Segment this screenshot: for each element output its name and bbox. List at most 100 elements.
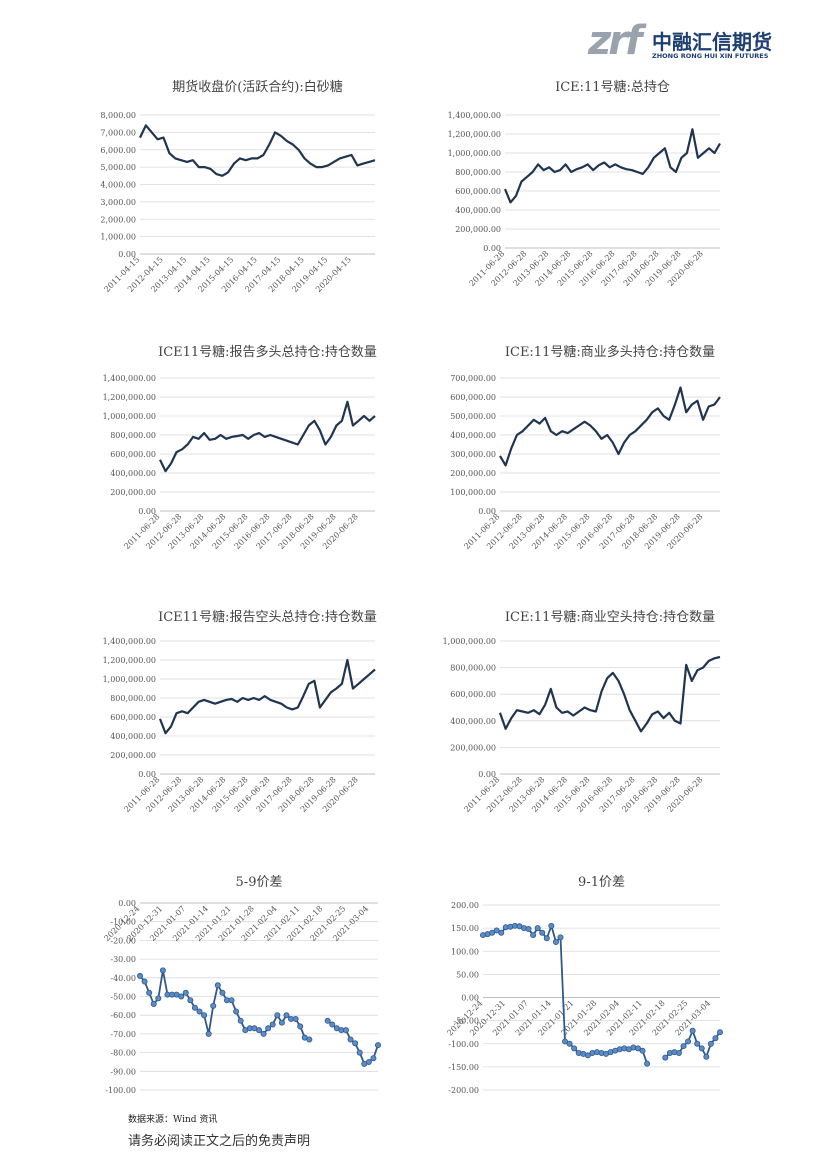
marker	[137, 972, 144, 979]
y-tick-label: 1,400,000.00	[448, 111, 501, 120]
y-tick-label: 0.00	[478, 770, 496, 779]
chart: 5-9价差 0.00 -10.00 -20.00 -30.00 -40.00 -50.00 -…	[102, 875, 381, 1095]
y-tick-label: 100.00	[451, 947, 479, 956]
marker	[370, 1055, 377, 1062]
y-tick-label: -30.00	[110, 955, 136, 964]
y-tick-label: -100.00	[105, 1086, 136, 1095]
marker	[716, 1029, 723, 1036]
y-tick-label: -50.00	[453, 1017, 479, 1026]
marker	[292, 1015, 299, 1022]
y-tick-label: 0.00	[461, 994, 479, 1003]
marker	[205, 1030, 212, 1037]
marker	[274, 1012, 281, 1019]
y-tick-label: 0.00	[118, 899, 136, 908]
y-tick-label: 0.00	[118, 250, 136, 259]
marker	[187, 997, 194, 1004]
chart-title: ICE:11号糖:商业空头持仓:持仓数量	[505, 609, 715, 625]
marker	[260, 1030, 267, 1037]
y-tick-label: 400,000.00	[455, 206, 501, 215]
chart: ICE11号糖:报告空头总持仓:持仓数量 0.00 200,000.00 400,00…	[103, 609, 377, 814]
marker	[210, 1002, 217, 1009]
y-tick-label: 800,000.00	[110, 431, 156, 440]
marker	[214, 982, 221, 989]
marker	[707, 1040, 714, 1047]
marker	[356, 1049, 363, 1056]
marker	[178, 993, 185, 1000]
company-name: 中融汇信期货	[652, 30, 772, 54]
marker	[155, 995, 162, 1002]
marker	[141, 978, 148, 985]
y-tick-label: 1,400,000.00	[103, 374, 156, 383]
marker	[342, 1027, 349, 1034]
marker	[297, 1023, 304, 1030]
marker	[489, 929, 496, 936]
line	[498, 655, 721, 733]
marker	[196, 1008, 203, 1015]
y-tick-label: 700,000.00	[450, 374, 496, 383]
marker	[352, 1040, 359, 1047]
marker	[530, 932, 537, 939]
y-tick-label: 0.00	[483, 244, 501, 253]
marker	[201, 1012, 208, 1019]
marker	[265, 1025, 272, 1032]
y-tick-label: 150.00	[451, 924, 479, 933]
chart: 9-1价差 200.00 150.00 100.00 50.00 0.00 -50.00 -1…	[445, 875, 723, 1095]
y-tick-label: 1,400,000.00	[103, 637, 156, 646]
y-tick-label: 0.00	[138, 507, 156, 516]
y-tick-label: 600,000.00	[450, 393, 496, 402]
marker	[525, 926, 532, 933]
marker	[685, 1038, 692, 1045]
marker	[644, 1060, 651, 1067]
marker	[219, 989, 226, 996]
marker	[712, 1035, 719, 1042]
marker	[675, 1049, 682, 1056]
logo-mark: zrf	[588, 18, 642, 64]
y-tick-label: 50.00	[456, 970, 479, 979]
y-tick-label: 200.00	[451, 901, 479, 910]
source-note: 数据来源：Wind 资讯	[128, 1115, 218, 1125]
y-tick-label: -200.00	[448, 1086, 479, 1095]
marker	[374, 1042, 381, 1049]
marker	[191, 1004, 198, 1011]
line	[159, 400, 376, 473]
y-tick-label: 800,000.00	[450, 664, 496, 673]
chart-title: ICE:11号糖:商业多头持仓:持仓数量	[505, 344, 715, 360]
marker	[255, 1027, 262, 1034]
marker	[493, 927, 500, 934]
chart-title: 期货收盘价(活跃合约):白砂糖	[172, 79, 343, 95]
line	[482, 924, 721, 1064]
y-tick-label: 1,000.00	[100, 233, 136, 242]
y-tick-label: -20.00	[110, 936, 136, 945]
line	[499, 386, 721, 467]
marker	[566, 1040, 573, 1047]
chart: 期货收盘价(活跃合约):白砂糖 0.00 1,000.00 2,000.00 3,000…	[100, 79, 376, 294]
y-tick-label: 100,000.00	[450, 488, 496, 497]
chart-title: ICE11号糖:报告空头总持仓:持仓数量	[158, 609, 377, 625]
y-tick-label: 400,000.00	[110, 732, 156, 741]
marker	[562, 1038, 569, 1045]
chart: ICE:11号糖:商业多头持仓:持仓数量 0.00 100,000.00 200,00…	[450, 344, 721, 551]
chart: ICE11号糖:报告多头总持仓:持仓数量 0.00 200,000.00 400,00…	[103, 344, 377, 551]
y-tick-label: 1,200,000.00	[448, 130, 501, 139]
marker	[680, 1043, 687, 1050]
marker	[306, 1036, 313, 1043]
marker	[365, 1058, 372, 1065]
marker	[278, 1019, 285, 1026]
disclaimer: 请务必阅读正文之后的免责声明	[128, 1134, 311, 1149]
y-tick-label: 0.00	[478, 507, 496, 516]
y-tick-label: -80.00	[110, 1049, 136, 1058]
y-tick-label: 600,000.00	[110, 450, 156, 459]
marker	[571, 1045, 578, 1052]
y-tick-label: 8,000.00	[100, 111, 136, 120]
marker	[634, 1045, 641, 1052]
marker	[347, 1036, 354, 1043]
marker	[703, 1053, 710, 1060]
y-tick-label: -70.00	[110, 1030, 136, 1039]
marker	[548, 922, 555, 929]
marker	[552, 939, 559, 946]
marker	[237, 1017, 244, 1024]
marker	[146, 989, 153, 996]
y-tick-label: 300,000.00	[450, 450, 496, 459]
y-tick-label: 600,000.00	[110, 713, 156, 722]
y-tick-label: 5,000.00	[100, 163, 136, 172]
